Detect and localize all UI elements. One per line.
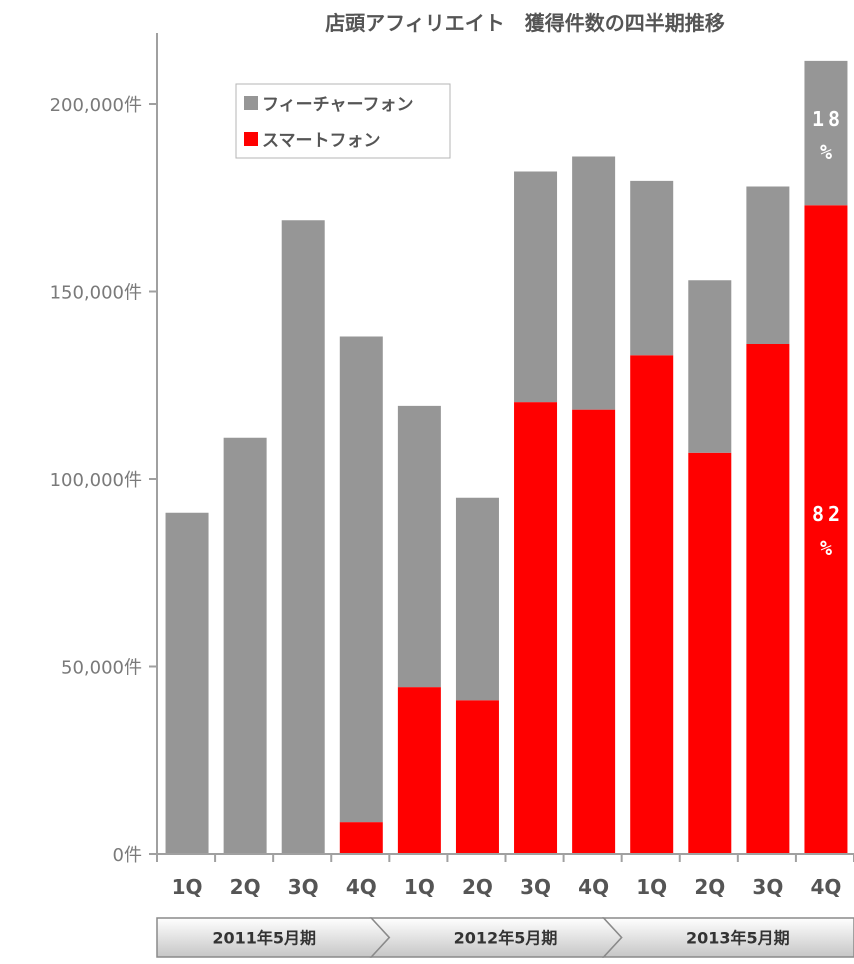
bar-feature-phone-3 <box>339 336 383 823</box>
period-label-2: 2013年5月期 <box>686 929 790 948</box>
legend-box <box>235 83 451 159</box>
annotation-feature-phone-value: 18 <box>812 107 844 131</box>
x-tick-label: 3Q <box>288 875 319 899</box>
period-bar: 2011年5月期 2012年5月期 2013年5月期 <box>156 917 854 958</box>
bar-feature-phone-4 <box>397 405 441 688</box>
bar-feature-phone-11 <box>804 60 848 206</box>
x-tick-label: 1Q <box>636 875 667 899</box>
bar-smartphone-5 <box>455 700 499 854</box>
bar-smartphone-10 <box>746 344 790 854</box>
x-tick-label: 4Q <box>578 875 609 899</box>
x-tick-label: 1Q <box>404 875 435 899</box>
annotation-smartphone-share: 82 % <box>812 502 844 560</box>
annotation-feature-phone-unit: % <box>820 140 832 164</box>
y-tick-label: 0件 <box>113 845 142 866</box>
bar-smartphone-8 <box>630 355 674 854</box>
legend-swatch-smartphone <box>244 132 258 146</box>
bar-feature-phone-2 <box>281 220 325 854</box>
annotation-smartphone-value: 82 <box>812 502 844 526</box>
bar-smartphone-9 <box>688 452 732 854</box>
x-tick-label: 2Q <box>230 875 261 899</box>
period-label-0: 2011年5月期 <box>212 929 316 948</box>
x-tick-label: 4Q <box>346 875 377 899</box>
annotation-feature-phone-share: 18 % <box>812 107 844 164</box>
bar-smartphone-6 <box>514 402 558 854</box>
chart-title: 店頭アフィリエイト 獲得件数の四半期推移 <box>325 11 725 35</box>
bar-feature-phone-9 <box>688 280 732 453</box>
legend-label-smartphone: スマートフォン <box>262 131 381 151</box>
legend: フィーチャーフォン スマートフォン <box>235 83 451 159</box>
bar-feature-phone-1 <box>223 437 267 854</box>
x-tick-label: 2Q <box>462 875 493 899</box>
bar-smartphone-11 <box>804 205 848 854</box>
bar-feature-phone-10 <box>746 186 790 344</box>
y-tick-label: 50,000件 <box>61 658 142 679</box>
legend-label-feature-phone: フィーチャーフォン <box>262 95 413 115</box>
bar-feature-phone-7 <box>572 156 616 410</box>
bar-smartphone-7 <box>572 409 616 854</box>
y-tick-label: 200,000件 <box>50 95 142 116</box>
annotation-smartphone-unit: % <box>820 536 832 560</box>
x-tick-label: 1Q <box>172 875 203 899</box>
bar-smartphone-3 <box>339 822 383 854</box>
bars-layer <box>165 60 848 854</box>
axis-ticks <box>149 103 854 862</box>
x-tick-label: 2Q <box>694 875 725 899</box>
x-tick-label: 3Q <box>752 875 783 899</box>
period-segment-2 <box>601 917 854 958</box>
x-tick-label: 3Q <box>520 875 551 899</box>
bar-feature-phone-6 <box>514 171 558 403</box>
x-tick-label: 4Q <box>810 875 841 899</box>
x-tick-labels: 1Q 2Q 3Q 4Q 1Q 2Q 3Q 4Q 1Q 2Q 3Q 4Q <box>172 875 842 899</box>
bar-feature-phone-5 <box>455 497 499 701</box>
bar-smartphone-4 <box>397 687 441 854</box>
legend-swatch-feature-phone <box>244 96 258 110</box>
period-label-1: 2012年5月期 <box>454 929 558 948</box>
y-tick-label: 150,000件 <box>50 283 142 304</box>
y-tick-label: 100,000件 <box>50 470 142 491</box>
bar-feature-phone-8 <box>630 180 674 356</box>
bar-feature-phone-0 <box>165 512 209 854</box>
y-tick-labels: 0件 50,000件 100,000件 150,000件 200,000件 <box>50 95 142 866</box>
